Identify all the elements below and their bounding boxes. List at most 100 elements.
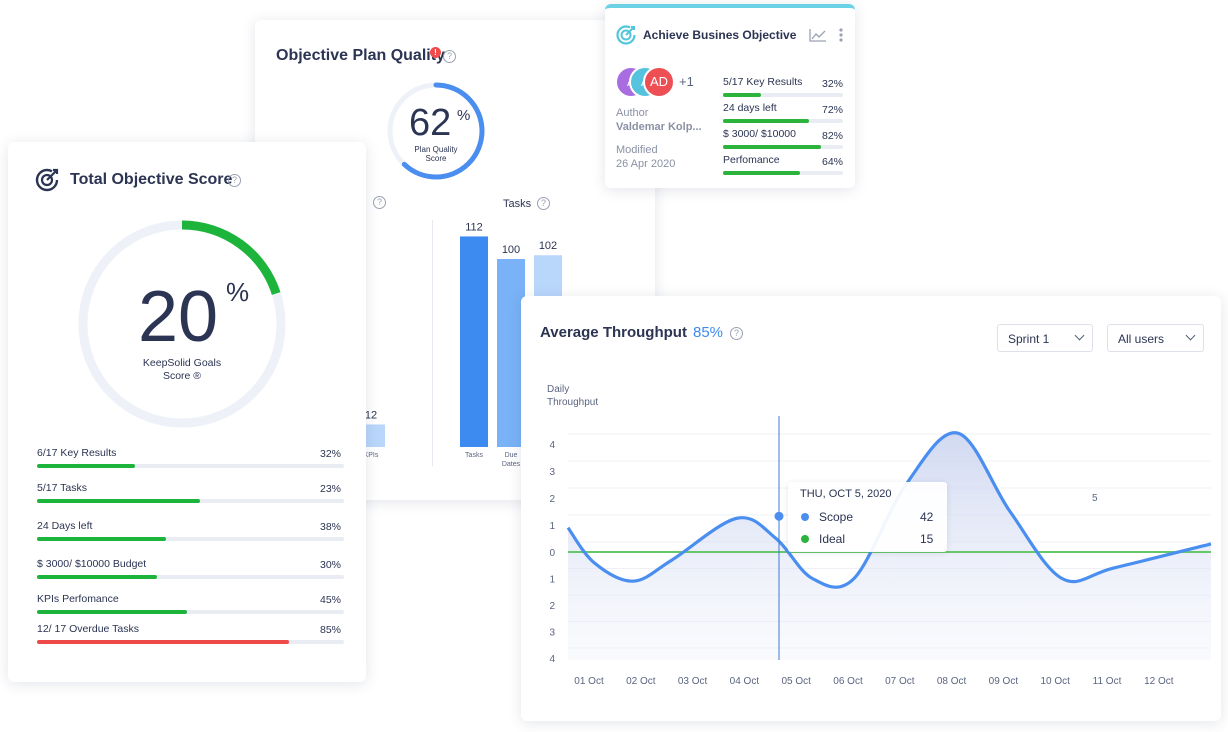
x-tick-label: 11 Oct [1093, 676, 1122, 687]
metric-label: 5/17 Tasks [37, 482, 88, 494]
metric-value: 30% [320, 559, 342, 571]
sprint-select[interactable]: Sprint 1 [997, 324, 1093, 352]
objective-card[interactable]: Achieve Busines Objective A A AD +1 Auth… [605, 4, 855, 188]
bar-value-label: 100 [502, 244, 520, 256]
help-icon[interactable]: ? [537, 197, 550, 210]
total-score-label-line2: Score ® [162, 370, 202, 382]
progress-fill [37, 537, 166, 541]
metric-label: 6/17 Key Results [37, 447, 117, 459]
x-tick-label: 06 Oct [833, 676, 863, 687]
peak-label: 5 [1092, 493, 1098, 504]
x-tick-label: 02 Oct [626, 676, 656, 687]
section-divider [432, 220, 433, 466]
metric-label: $ 3000/ $10000 [723, 128, 796, 140]
total-score-gauge [78, 220, 286, 428]
plan-quality-label-line1: Plan Quality [414, 145, 458, 154]
help-icon[interactable]: ? [443, 50, 456, 63]
tooltip-series-label: Ideal [819, 532, 846, 546]
metric-value: 32% [320, 448, 342, 460]
total-score-title: Total Objective Score [70, 171, 233, 188]
bar-value-label: 102 [539, 240, 557, 252]
objective-title[interactable]: Achieve Busines Objective [643, 28, 797, 42]
modified-label: Modified [616, 144, 658, 156]
total-score-label-line1: KeepSolid Goals [142, 357, 222, 369]
metric-value: 45% [320, 594, 342, 606]
scope-series-line[interactable] [566, 431, 1212, 589]
bar[interactable] [460, 236, 488, 447]
bar-category-label: Dates [502, 461, 521, 468]
throughput-card: Average Throughput 85% ? Sprint 1 All us… [521, 296, 1221, 721]
progress-track [723, 93, 843, 97]
legend-dot-icon [801, 513, 809, 521]
hover-marker[interactable] [774, 511, 784, 521]
plan-quality-value: 62 [409, 102, 452, 144]
tooltip-series-value: 42 [920, 510, 934, 524]
x-tick-label: 10 Oct [1040, 676, 1070, 687]
target-icon [35, 168, 59, 192]
quality-bar-chart: 12 KPIs 112 Tasks 100 Due Dates 102 [357, 221, 562, 468]
metric-label: 12/ 17 Overdue Tasks [37, 623, 139, 635]
progress-track [723, 119, 843, 123]
throughput-title: Average Throughput [540, 324, 687, 341]
bar-category-label: Due [505, 452, 518, 459]
y-tick-label: 4 [549, 654, 555, 665]
more-avatars-count[interactable]: +1 [679, 74, 694, 89]
plan-quality-gauge [387, 82, 485, 180]
metric-value: 72% [822, 104, 844, 116]
y-axis-label-line2: Throughput [547, 397, 599, 408]
metric-value: 38% [320, 521, 342, 533]
throughput-percent: 85% [693, 324, 724, 341]
total-score-label: KeepSolid Goals Score ® [132, 357, 232, 383]
x-tick-label: 03 Oct [678, 676, 708, 687]
tooltip-series-value: 15 [920, 532, 934, 546]
total-score-value: 20 [138, 277, 219, 357]
bar-value-label: 112 [465, 221, 483, 233]
help-icon[interactable]: ? [730, 327, 743, 340]
chart-line-icon[interactable] [809, 28, 827, 42]
y-axis-label: Daily Throughput [547, 383, 598, 409]
total-score-card: Total Objective Score ? 20 % KeepSolid G… [8, 142, 366, 682]
metric-label: 24 Days left [37, 520, 93, 532]
metric-label: KPIs Perfomance [37, 593, 119, 605]
plan-quality-label: Plan Quality Score [406, 145, 466, 163]
x-tick-label: 12 Oct [1144, 676, 1174, 687]
chart-tooltip: THU, OCT 5, 2020 Scope 42 Ideal 15 [788, 482, 947, 552]
plan-quality-label-line2: Score [425, 154, 447, 163]
x-tick-label: 01 Oct [574, 676, 604, 687]
plan-quality-title: Objective Plan Quality [276, 47, 445, 64]
metric-value: 32% [822, 78, 844, 90]
progress-fill [37, 640, 289, 644]
alert-badge-icon: ! [430, 47, 441, 58]
tooltip-date: THU, OCT 5, 2020 [800, 488, 892, 500]
metric-label: Perfomance [723, 154, 780, 166]
more-options-icon[interactable] [838, 27, 844, 43]
bar[interactable] [497, 259, 525, 447]
progress-track [723, 171, 843, 175]
x-tick-label: 04 Oct [730, 676, 760, 687]
help-icon[interactable]: ? [228, 174, 241, 187]
y-tick-label: 3 [549, 628, 555, 639]
y-tick-label: 2 [549, 494, 555, 505]
metric-label: 24 days left [723, 102, 777, 114]
users-select[interactable]: All users [1107, 324, 1204, 352]
progress-fill [723, 145, 822, 149]
progress-fill [37, 499, 200, 503]
y-tick-label: 4 [549, 440, 555, 451]
metric-label: 5/17 Key Results [723, 76, 803, 88]
target-icon [616, 25, 636, 45]
metric-value: 85% [320, 624, 342, 636]
section-tasks-title: Tasks [503, 198, 532, 210]
author-name: Valdemar Kolp... [616, 121, 702, 133]
y-tick-label: 2 [549, 601, 555, 612]
author-label: Author [616, 107, 649, 119]
help-icon[interactable]: ? [373, 196, 386, 209]
x-tick-label: 08 Oct [937, 676, 967, 687]
y-tick-label: 0 [549, 548, 555, 559]
progress-fill [723, 93, 762, 97]
progress-track [37, 537, 344, 541]
progress-fill [37, 610, 188, 614]
avatar[interactable]: AD [643, 66, 675, 98]
y-tick-label: 1 [549, 575, 555, 586]
progress-track [37, 464, 344, 468]
progress-fill [723, 171, 800, 175]
